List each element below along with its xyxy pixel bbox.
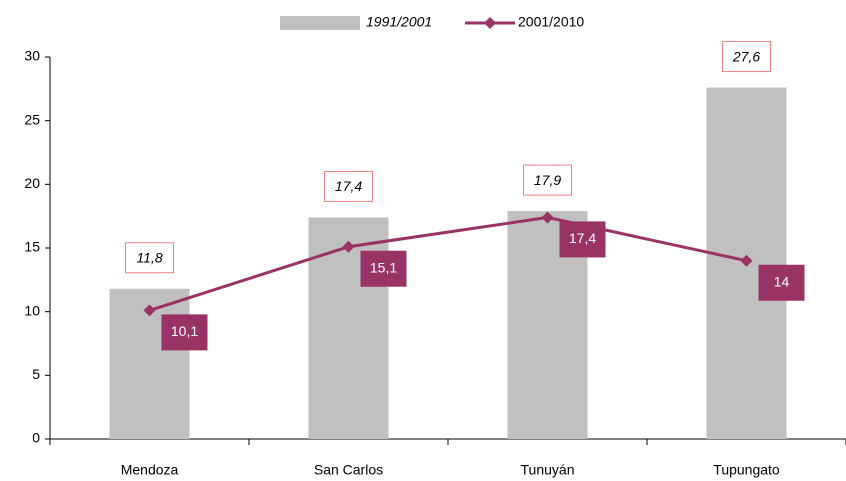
legend-label: 2001/2010	[518, 14, 584, 30]
marker	[740, 254, 753, 267]
bar-label-box	[722, 41, 771, 73]
y-tick-label: 5	[32, 366, 40, 382]
bar-label: 17,4	[335, 178, 362, 194]
line-label-box	[758, 264, 805, 301]
marker	[541, 211, 554, 224]
y-tick-label: 30	[24, 48, 40, 64]
legend-swatch	[280, 16, 360, 30]
bar-label: 17,9	[534, 172, 561, 188]
x-tick-label: San Carlos	[314, 462, 383, 478]
line-label-box	[559, 221, 606, 258]
x-tick-label: Tunuyán	[521, 462, 575, 478]
line-label: 17,4	[569, 230, 596, 246]
bar-label-box	[125, 242, 174, 274]
bar-label: 27,6	[732, 48, 760, 64]
line-label: 14	[774, 273, 790, 289]
marker	[143, 304, 156, 317]
legend-marker	[484, 17, 496, 29]
x-tick-label: Tupungato	[713, 462, 780, 478]
y-tick-label: 25	[24, 111, 40, 127]
bar-label-box	[324, 170, 373, 202]
bar-label: 11,8	[136, 249, 162, 265]
x-tick-label: Mendoza	[121, 462, 179, 478]
legend-label: 1991/2001	[366, 14, 432, 30]
y-tick-label: 20	[24, 175, 40, 191]
line-label: 15,1	[370, 259, 397, 275]
marker	[342, 240, 355, 253]
bar-label-box	[523, 164, 572, 196]
line-label-box	[161, 314, 208, 351]
y-tick-label: 10	[24, 302, 40, 318]
line	[149, 215, 747, 312]
line-label-box	[360, 250, 407, 287]
y-tick-label: 0	[32, 430, 40, 446]
y-tick-label: 15	[24, 239, 40, 255]
line-label: 10,1	[171, 323, 198, 339]
